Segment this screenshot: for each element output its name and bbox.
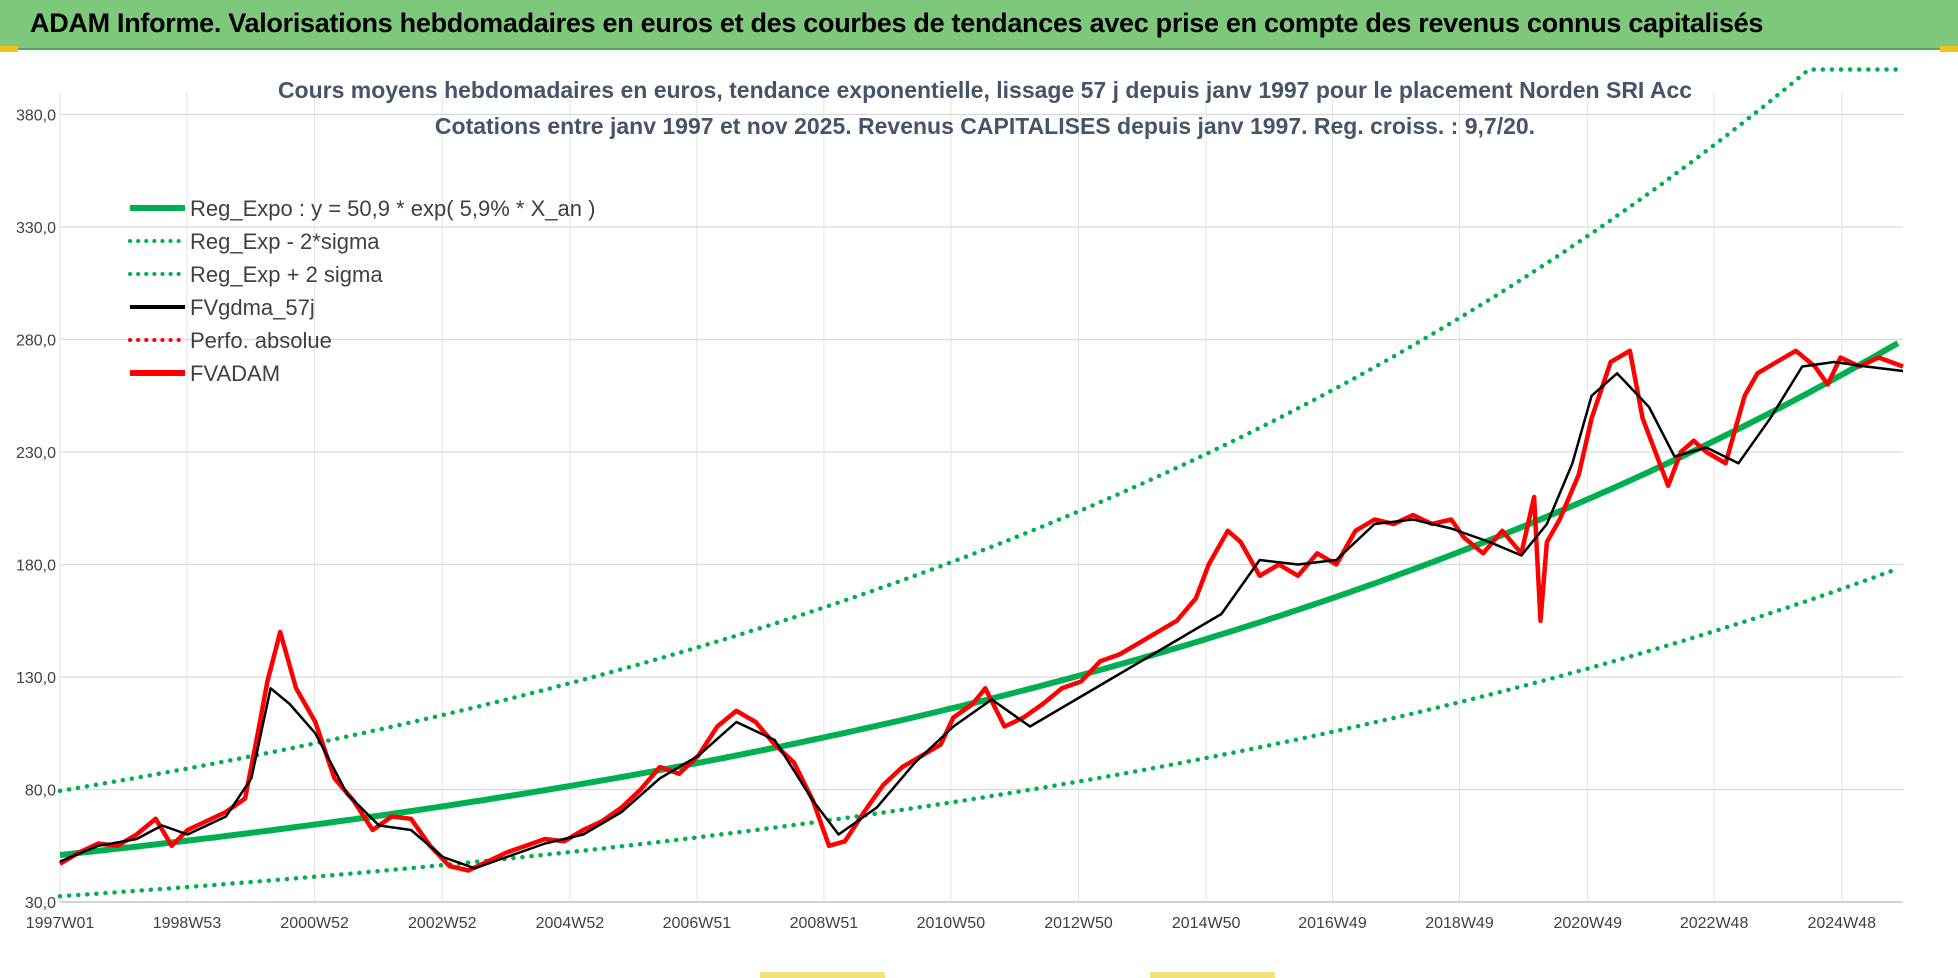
x-tick-label: 2016W49	[1298, 915, 1367, 932]
x-tick-label: 1998W53	[153, 915, 222, 932]
x-tick-label: 2000W52	[280, 915, 349, 932]
legend: Reg_Expo : y = 50,9 * exp( 5,9% * X_an )…	[128, 196, 595, 386]
legend-label: FVgdma_57j	[190, 295, 315, 320]
x-tick-label: 2014W50	[1172, 915, 1241, 932]
x-tick-label: 2010W50	[917, 915, 986, 932]
legend-label: Reg_Expo : y = 50,9 * exp( 5,9% * X_an )	[190, 196, 595, 221]
bottom-tab-right	[1150, 972, 1275, 978]
y-tick-label: 30,0	[25, 895, 56, 912]
corner-marker-left	[0, 46, 18, 52]
x-tick-label: 2020W49	[1554, 915, 1623, 932]
header-title: ADAM Informe. Valorisations hebdomadaire…	[30, 8, 1764, 38]
x-axis: 1997W01 1998W53 2000W52 2002W52 2004W52 2006W…	[26, 915, 1876, 932]
reg-exp-plus-2sigma-line	[57, 67, 1901, 794]
y-axis: 30,0 80,0 130,0 180,0 230,0 280,0 330,0 380,0	[16, 108, 56, 913]
legend-label: Reg_Exp - 2*sigma	[190, 229, 380, 254]
x-tick-label: 2012W50	[1044, 915, 1113, 932]
x-tick-label: 2022W48	[1680, 915, 1749, 932]
chart-title-line1: Cours moyens hebdomadaires en euros, ten…	[278, 77, 1692, 103]
y-tick-label: 280,0	[16, 333, 56, 350]
legend-label: Reg_Exp + 2 sigma	[190, 262, 383, 287]
corner-marker-right	[1940, 46, 1958, 52]
chart-title-line2: Cotations entre janv 1997 et nov 2025. R…	[435, 113, 1535, 139]
x-tick-label: 2008W51	[790, 915, 859, 932]
bottom-tab-left	[760, 972, 885, 978]
x-tick-label: 2004W52	[536, 915, 605, 932]
fvadam-line	[58, 348, 1904, 873]
x-tick-label: 2002W52	[408, 915, 477, 932]
x-tick-label: 2024W48	[1807, 915, 1876, 932]
y-tick-label: 330,0	[16, 220, 56, 237]
legend-label: FVADAM	[190, 361, 280, 386]
y-tick-label: 230,0	[16, 445, 56, 462]
y-tick-label: 380,0	[16, 108, 56, 125]
fvgdma-57j-line	[59, 360, 1904, 870]
header-bar: ADAM Informe. Valorisations hebdomadaire…	[0, 0, 1958, 50]
x-tick-label: 2006W51	[663, 915, 732, 932]
y-tick-label: 180,0	[16, 558, 56, 575]
reg-exp-minus-2sigma-line	[57, 566, 1901, 899]
y-tick-label: 80,0	[25, 783, 56, 800]
y-tick-label: 130,0	[16, 670, 56, 687]
chart: 30,0 80,0 130,0 180,0 230,0 280,0 330,0 380,0 1…	[16, 67, 1904, 932]
x-tick-label: 2018W49	[1425, 915, 1494, 932]
x-tick-label: 1997W01	[26, 915, 95, 932]
legend-label: Perfo. absolue	[190, 328, 332, 353]
plot-area	[57, 67, 1904, 899]
